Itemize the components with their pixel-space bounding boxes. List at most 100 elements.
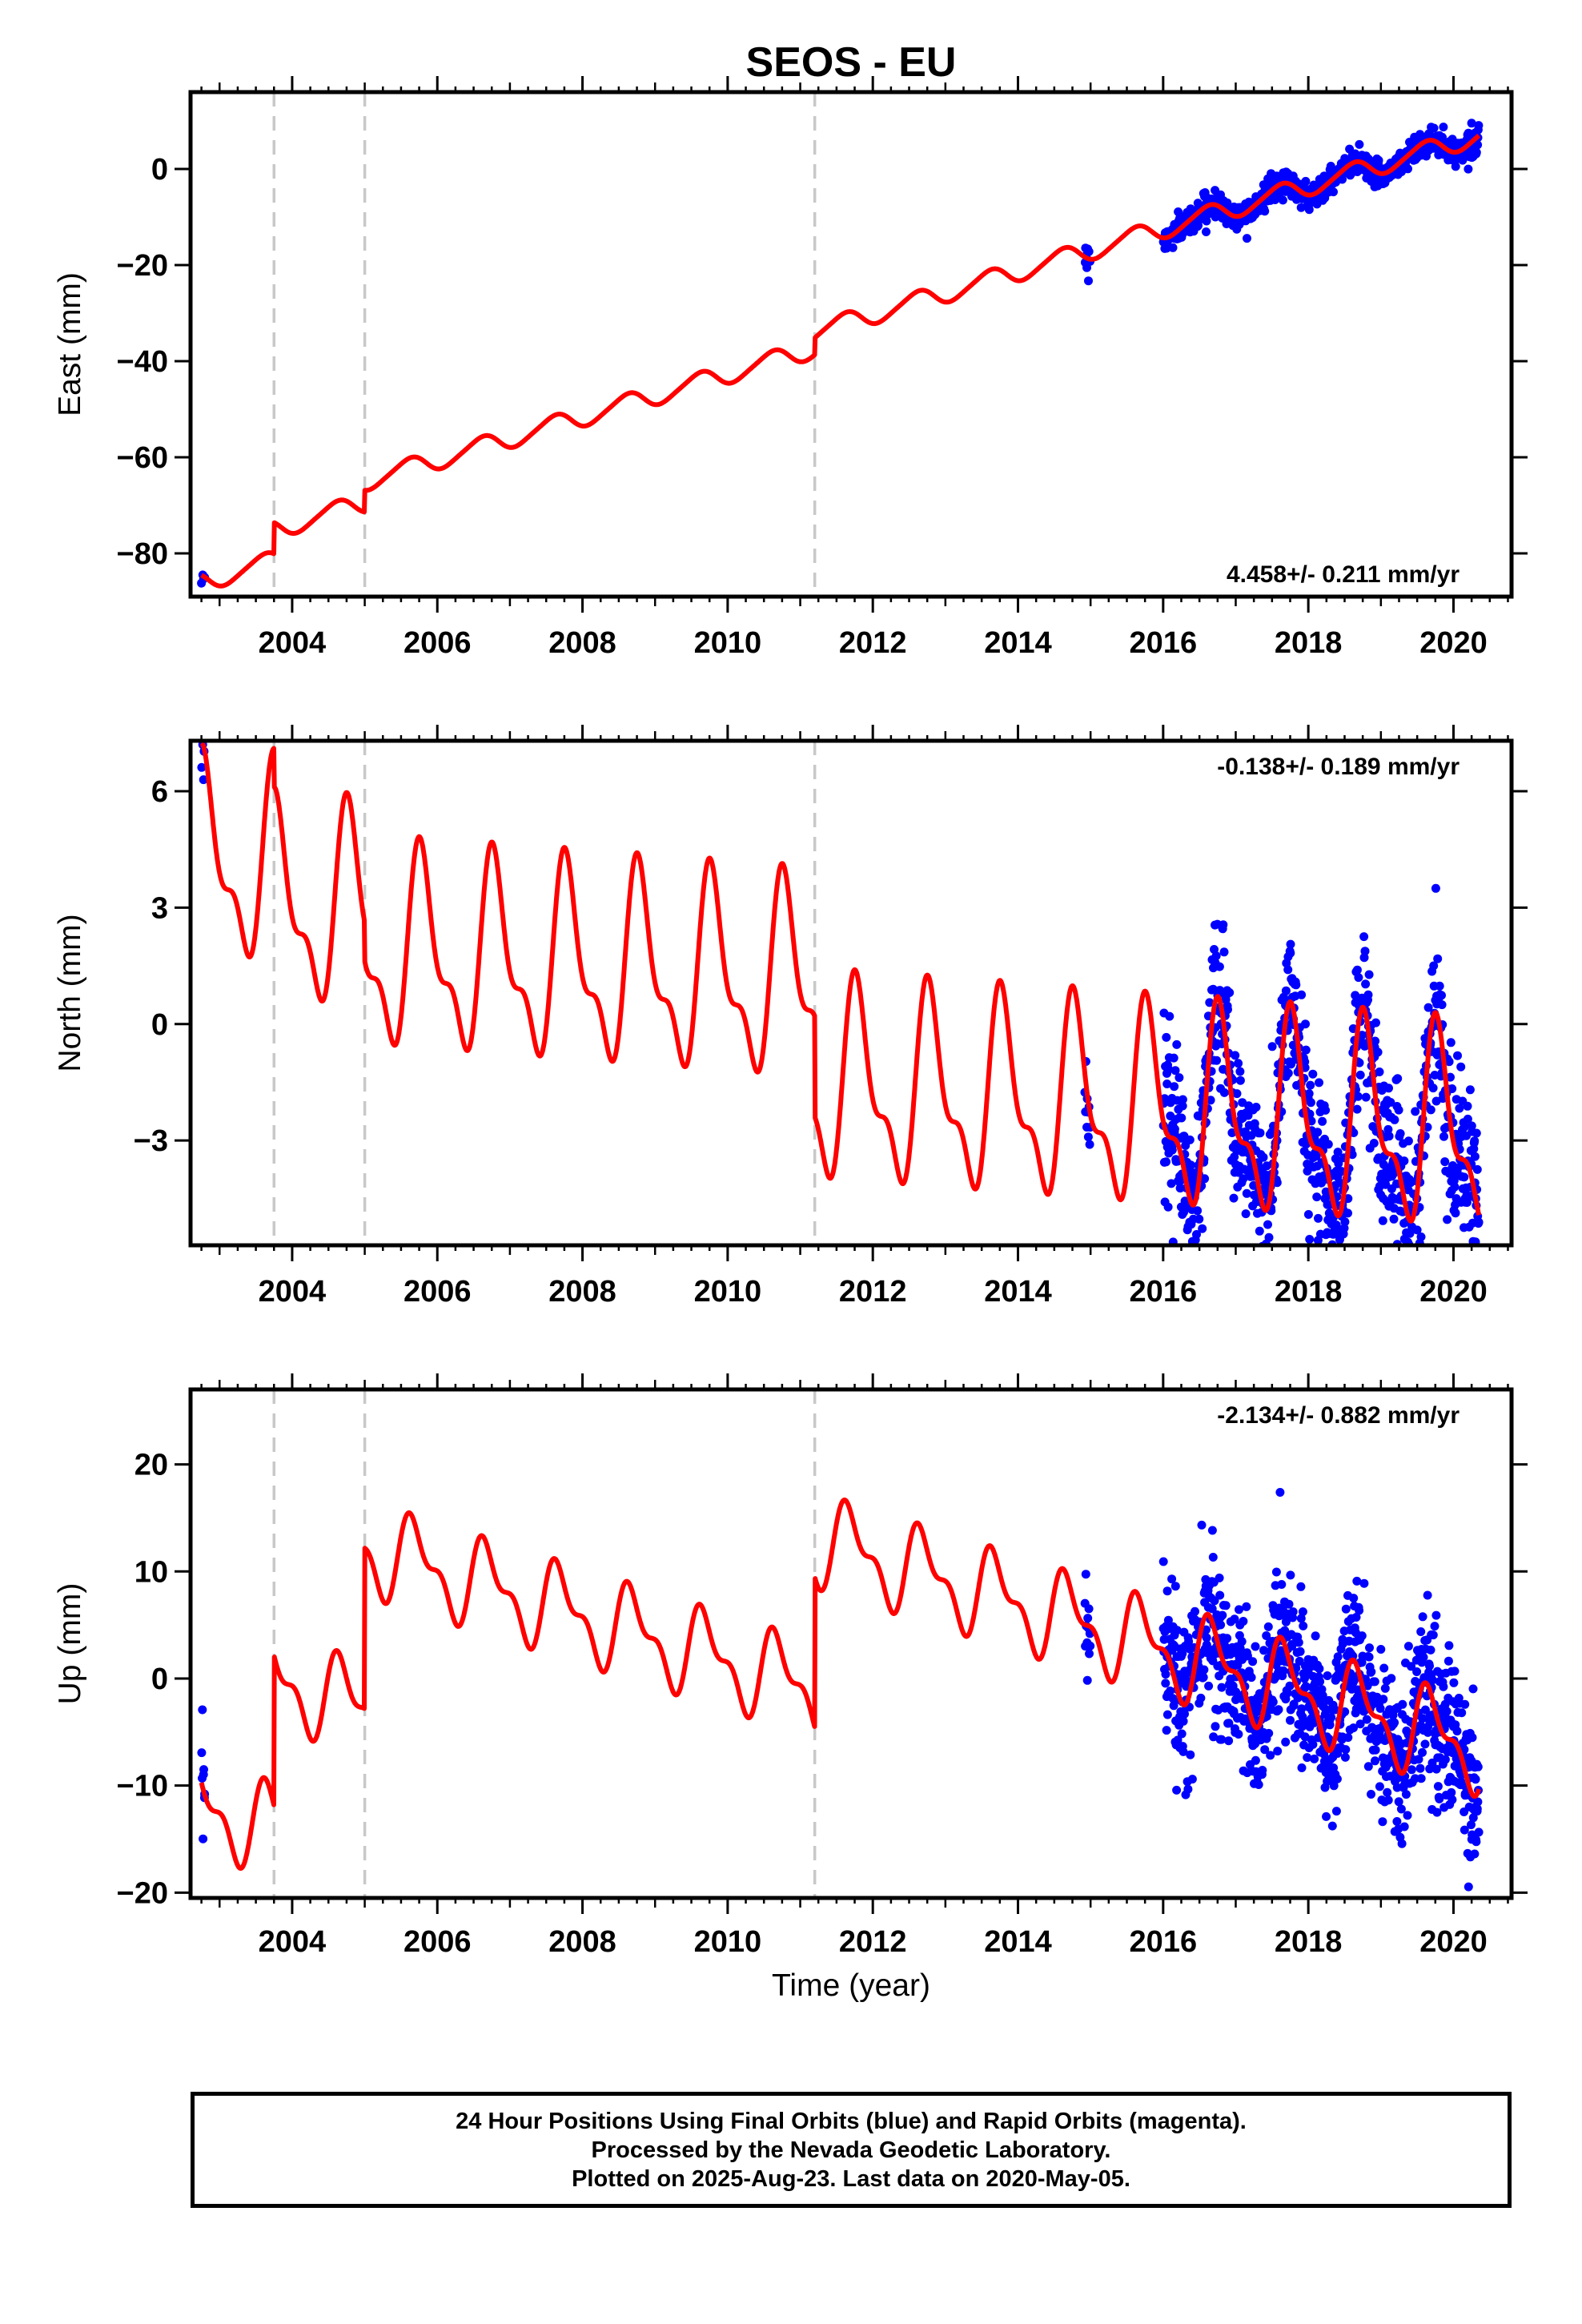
data-point (1172, 1626, 1182, 1635)
data-point (1412, 1225, 1422, 1235)
data-point (1467, 1820, 1476, 1830)
data-point (1251, 1103, 1261, 1112)
data-point (1387, 1674, 1396, 1683)
data-point (1474, 1827, 1484, 1837)
data-point (1168, 243, 1178, 252)
data-point (1397, 1839, 1407, 1848)
data-point (1239, 1174, 1248, 1184)
data-point (1364, 970, 1374, 979)
data-point (1323, 1671, 1332, 1680)
data-point (1363, 990, 1373, 999)
data-point (1371, 1756, 1379, 1766)
data-point (1315, 1677, 1325, 1687)
panel-east: 2004 2006 2008 2010 2012 2014 2016 2018 2020 0 −20… (53, 76, 1528, 660)
y-tick-label: 0 (151, 1663, 168, 1696)
data-point (1363, 1762, 1373, 1771)
data-point (1399, 1822, 1409, 1831)
data-point (1451, 162, 1460, 171)
data-point (1431, 883, 1440, 893)
figure-title: SEOS - EU (746, 39, 957, 86)
velocity-label: -0.138+/- 0.189 mm/yr (1217, 754, 1460, 780)
data-point (1467, 119, 1476, 128)
data-point (1398, 1261, 1407, 1270)
data-point (1303, 1210, 1313, 1219)
data-point (1381, 1180, 1391, 1189)
x-tick-label: 2010 (694, 626, 762, 660)
data-point (1186, 1750, 1195, 1759)
data-point (1407, 1662, 1416, 1671)
data-point (1414, 1755, 1423, 1764)
data-point (1295, 1656, 1304, 1666)
data-point (1433, 1782, 1443, 1791)
data-point (1172, 1785, 1182, 1795)
data-point (1163, 1202, 1173, 1212)
data-point (1286, 1570, 1295, 1580)
data-point (1449, 1678, 1459, 1687)
model-line (199, 741, 1482, 1224)
data-point (1394, 1105, 1403, 1115)
data-point (1416, 1627, 1426, 1636)
data-point (1472, 1164, 1482, 1174)
data-point (1163, 1615, 1173, 1625)
data-point (1315, 1664, 1324, 1674)
data-point (1191, 1606, 1199, 1616)
data-point (1304, 1089, 1314, 1099)
data-point (1162, 1157, 1170, 1167)
data-point (1206, 1096, 1215, 1105)
data-point (1199, 1665, 1209, 1675)
data-point (1287, 1642, 1297, 1651)
data-point (1341, 1745, 1351, 1755)
data-point (1185, 1135, 1195, 1144)
data-point (1267, 1042, 1277, 1051)
data-point (1355, 1606, 1364, 1615)
data-point (1202, 216, 1211, 226)
data-point (1423, 1722, 1433, 1731)
data-point (1340, 1217, 1350, 1227)
data-point (1329, 187, 1338, 197)
data-point (1215, 986, 1225, 995)
data-point (1285, 1681, 1295, 1691)
data-point (1257, 1261, 1266, 1270)
data-point (1178, 1101, 1187, 1111)
data-point (1473, 140, 1483, 150)
data-point (1359, 953, 1369, 963)
plot-area (197, 1389, 1484, 1898)
data-point (1472, 147, 1481, 157)
data-point (1297, 990, 1307, 999)
data-point (1456, 1062, 1466, 1072)
data-point (1242, 1188, 1251, 1198)
panel-up: 2004 2006 2008 2010 2012 2014 2016 2018 20202010… (53, 1373, 1528, 1959)
data-point (1266, 1751, 1275, 1760)
plot-area (197, 741, 1484, 1270)
data-point (1379, 1695, 1388, 1704)
data-point (1284, 1599, 1294, 1609)
x-tick-label: 2018 (1275, 1925, 1343, 1959)
data-point (1297, 1763, 1307, 1772)
data-point (1170, 1582, 1180, 1591)
data-point (1169, 1053, 1178, 1063)
data-point (1440, 1157, 1450, 1167)
data-point (1437, 991, 1446, 1000)
y-tick-label: −60 (117, 441, 168, 475)
data-point (1263, 1220, 1272, 1229)
data-point (1230, 1614, 1239, 1624)
data-point (1175, 1184, 1185, 1193)
data-point (1306, 1080, 1315, 1090)
data-point (1435, 1794, 1444, 1803)
data-point (1333, 1652, 1343, 1662)
data-point (1374, 155, 1383, 165)
data-point (1418, 1747, 1427, 1757)
x-tick-label: 2012 (839, 1925, 907, 1959)
data-point (1329, 1781, 1339, 1791)
data-point (1383, 1787, 1392, 1797)
data-point (1221, 1601, 1231, 1610)
data-point (1343, 1733, 1353, 1743)
data-point (1186, 1160, 1195, 1170)
data-point (1352, 965, 1362, 975)
data-point (1162, 1726, 1171, 1735)
plot-frame (188, 90, 1514, 599)
footer-line-dates: Plotted on 2025-Aug-23. Last data on 202… (572, 2165, 1130, 2192)
data-point (1371, 1018, 1380, 1027)
data-point (1470, 1136, 1480, 1146)
